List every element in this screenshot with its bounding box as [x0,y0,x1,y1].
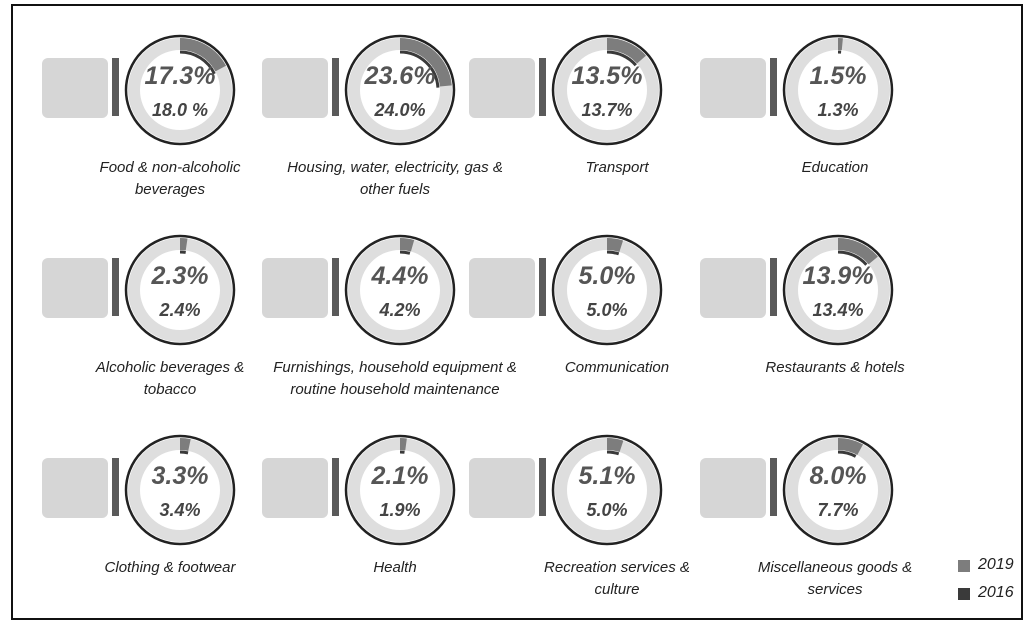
ring [551,434,663,546]
side-bar [332,258,339,316]
value-label: 5.0% [579,262,636,290]
side-bar [539,458,546,516]
icon [469,258,535,318]
donut-arc [606,250,620,256]
donut-arc [399,38,452,87]
icon [42,258,108,318]
icon [262,458,328,518]
value-label: 1.3% [817,100,858,120]
category-label: Food & non-alcoholic beverages [99,159,241,198]
value-label: 7.7% [817,500,858,520]
donut-arc [837,238,878,265]
ring [344,234,456,346]
value-label: 2.4% [158,300,200,320]
legend-swatch [958,588,970,600]
ring [782,434,894,546]
icon [42,58,108,118]
value-label: 4.2% [378,300,420,320]
category-label: Alcoholic beverages & tobacco [95,359,245,398]
value-label: 4.4% [371,262,429,290]
value-label: 1.9% [379,500,420,520]
side-bar [332,58,339,116]
ring [344,434,456,546]
value-label: 18.0 % [152,100,208,120]
side-bar [539,58,546,116]
category-label: Transport [585,159,649,176]
frame [11,4,1023,620]
donut-arc [179,438,191,451]
value-label: 5.0% [586,300,627,320]
icon [42,458,108,518]
value-label: 2.3% [151,262,209,290]
side-bar [770,258,777,316]
legend-label: 2016 [978,584,1014,601]
donut-arc [606,438,624,453]
category-label: Clothing & footwear [104,559,236,576]
icon [700,258,766,318]
donut-arc [399,250,411,255]
ring [124,234,236,346]
donut-arc [606,38,647,64]
value-label: 17.3% [145,62,216,90]
donut-arc [837,450,857,458]
icon [469,458,535,518]
icon [262,58,328,118]
side-bar [770,458,777,516]
category-label: Education [801,159,869,176]
value-label: 13.5% [572,62,643,90]
ring [551,234,663,346]
side-bar [770,58,777,116]
side-bar [332,458,339,516]
category-label: Health [373,559,417,576]
value-label: 3.4% [159,500,200,520]
donut-arc [606,50,637,67]
legend-label: 2019 [978,556,1014,573]
icon [700,458,766,518]
category-label: Recreation services & culture [544,559,690,598]
value-label: 13.7% [581,100,632,120]
donut-arc [837,438,864,456]
legend-swatch [958,560,970,572]
value-label: 13.9% [803,262,874,290]
icon [262,258,328,318]
value-label: 3.3% [152,462,209,490]
value-label: 1.5% [810,62,867,90]
category-label: Furnishings, household equipment & routi… [273,359,517,398]
donut-arc [606,238,624,253]
donut-arc [179,50,216,75]
value-label: 8.0% [810,462,867,490]
icon [469,58,535,118]
side-bar [112,458,119,516]
category-label: Restaurants & hotels [765,359,905,376]
side-bar [112,258,119,316]
donut-arc [399,50,440,88]
donut-arc [399,238,415,252]
value-label: 13.4% [812,300,863,320]
side-bar [539,258,546,316]
side-bar [112,58,119,116]
category-label: Housing, water, electricity, gas & other… [287,159,503,198]
donut-arc [179,450,189,455]
category-label: Miscellaneous goods & services [757,559,913,598]
donut-arc [837,250,868,266]
ring [782,34,894,146]
value-label: 5.1% [579,462,636,490]
value-label: 24.0% [373,100,425,120]
donut-arc [179,38,227,72]
category-label: Communication [564,359,670,376]
value-label: 5.0% [586,500,627,520]
icon [700,58,766,118]
value-label: 23.6% [364,62,436,90]
donut-arc [606,450,620,456]
ring [124,434,236,546]
value-label: 2.1% [371,462,429,490]
